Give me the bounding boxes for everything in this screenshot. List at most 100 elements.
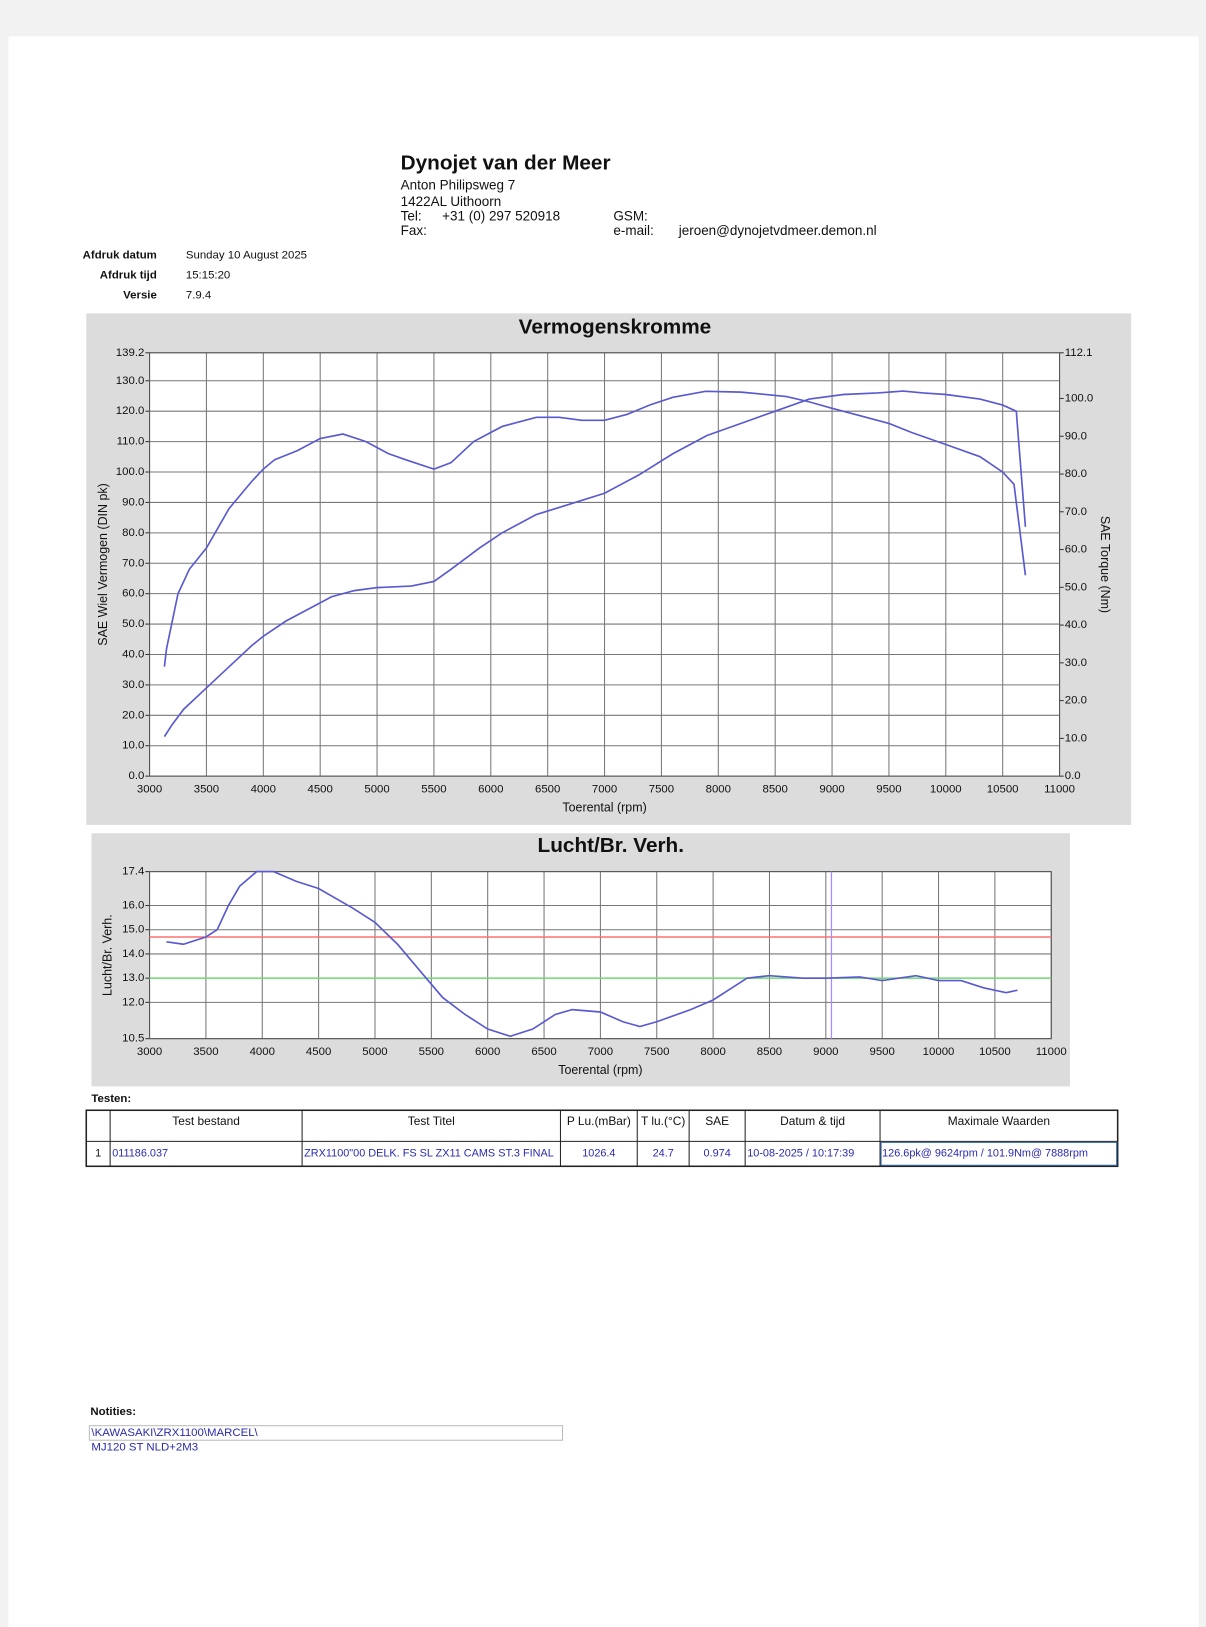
table-cell: 011186.037 bbox=[112, 1148, 168, 1160]
x-tick-label: 5500 bbox=[421, 784, 446, 796]
x-tick-label: 9000 bbox=[813, 1046, 838, 1058]
y-tick-label: 90.0 bbox=[122, 496, 144, 508]
table-cell: 1 bbox=[95, 1148, 101, 1160]
table-header: Test Titel bbox=[408, 1114, 455, 1128]
series-line bbox=[166, 870, 1018, 1038]
y2-tick-label: 60.0 bbox=[1065, 544, 1087, 556]
x-tick-label: 10000 bbox=[923, 1046, 955, 1058]
y2-tick-label: 40.0 bbox=[1065, 619, 1087, 631]
y2-tick-label: 112.1 bbox=[1065, 347, 1093, 359]
table-header: T lu.(°C) bbox=[641, 1114, 685, 1128]
sheet bbox=[8, 36, 1199, 1627]
x-tick-label: 9500 bbox=[869, 1046, 894, 1058]
table-cell: ZRX1100"00 DELK. FS SL ZX11 CAMS ST.3 FI… bbox=[304, 1148, 554, 1160]
series-line bbox=[163, 390, 1027, 738]
x-tick-label: 6500 bbox=[535, 784, 560, 796]
series-line bbox=[163, 390, 1027, 667]
table-header: P Lu.(mBar) bbox=[567, 1114, 631, 1128]
x-tick-label: 7000 bbox=[592, 784, 617, 796]
x-tick-label: 3000 bbox=[137, 1046, 162, 1058]
email-label: e-mail: bbox=[613, 223, 653, 238]
y2-tick-label: 30.0 bbox=[1065, 657, 1087, 669]
table-cell: 0.974 bbox=[704, 1148, 731, 1160]
x-tick-label: 3000 bbox=[137, 784, 162, 796]
x-tick-label: 8500 bbox=[757, 1046, 782, 1058]
x-tick-label: 11000 bbox=[1036, 1046, 1067, 1058]
info-label: Afdruk datum bbox=[83, 249, 157, 261]
x-axis-label: Toerental (rpm) bbox=[562, 801, 646, 815]
fax-label: Fax: bbox=[401, 223, 427, 238]
address: 1422AL Uithoorn bbox=[401, 194, 502, 209]
y2-tick-label: 80.0 bbox=[1065, 468, 1087, 480]
y2-axis-label: SAE Torque (Nm) bbox=[1098, 516, 1112, 613]
x-tick-label: 8000 bbox=[706, 784, 731, 796]
company: Dynojet van der Meer bbox=[401, 151, 611, 174]
y-tick-label: 100.0 bbox=[116, 466, 145, 478]
y-tick-label: 12.0 bbox=[122, 996, 144, 1008]
x-tick-label: 10500 bbox=[987, 784, 1019, 796]
x-tick-label: 4000 bbox=[251, 784, 276, 796]
y2-tick-label: 20.0 bbox=[1065, 695, 1087, 707]
y-axis-label: Lucht/Br. Verh. bbox=[100, 914, 114, 996]
x-tick-label: 9500 bbox=[876, 784, 901, 796]
info-value: 15:15:20 bbox=[186, 270, 230, 282]
y-tick-label: 10.0 bbox=[122, 740, 144, 752]
x-tick-label: 3500 bbox=[193, 1046, 218, 1058]
x-tick-label: 6500 bbox=[531, 1046, 556, 1058]
table-frame bbox=[85, 1109, 1119, 1168]
x-tick-label: 6000 bbox=[475, 1046, 500, 1058]
plot-frame bbox=[149, 871, 1052, 1040]
tel-label: Tel: bbox=[401, 208, 422, 223]
table-row-highlight bbox=[880, 1141, 1118, 1166]
y-tick-label: 70.0 bbox=[122, 557, 144, 569]
x-tick-label: 11000 bbox=[1044, 784, 1075, 796]
tel: +31 (0) 297 520918 bbox=[442, 208, 560, 223]
chart-title: Lucht/Br. Verh. bbox=[538, 834, 684, 857]
info-label: Afdruk tijd bbox=[100, 270, 157, 282]
email: jeroen@dynojetvdmeer.demon.nl bbox=[678, 223, 877, 238]
y-tick-label: 139.2 bbox=[116, 347, 145, 359]
y-tick-label: 17.4 bbox=[122, 866, 145, 878]
y-tick-label: 0.0 bbox=[129, 770, 145, 782]
table-cell: 24.7 bbox=[653, 1148, 674, 1160]
table-header: Maximale Waarden bbox=[948, 1114, 1050, 1128]
x-tick-label: 7000 bbox=[588, 1046, 613, 1058]
y-tick-label: 15.0 bbox=[122, 924, 144, 936]
x-tick-label: 5000 bbox=[362, 1046, 387, 1058]
y2-tick-label: 0.0 bbox=[1065, 770, 1081, 782]
table-header: SAE bbox=[705, 1114, 729, 1128]
x-tick-label: 4500 bbox=[306, 1046, 331, 1058]
address: Anton Philipsweg 7 bbox=[401, 177, 516, 192]
gsm-label: GSM: bbox=[613, 208, 647, 223]
y-tick-label: 80.0 bbox=[122, 527, 144, 539]
y2-tick-label: 10.0 bbox=[1065, 732, 1087, 744]
y2-tick-label: 90.0 bbox=[1065, 430, 1087, 442]
y-tick-label: 14.0 bbox=[122, 948, 144, 960]
y-tick-label: 130.0 bbox=[116, 375, 145, 387]
info-value: Sunday 10 August 2025 bbox=[186, 249, 307, 261]
tests-label: Testen: bbox=[91, 1093, 131, 1105]
y-tick-label: 60.0 bbox=[122, 588, 144, 600]
x-tick-label: 9000 bbox=[819, 784, 844, 796]
x-tick-label: 8500 bbox=[762, 784, 787, 796]
y2-tick-label: 50.0 bbox=[1065, 581, 1087, 593]
note-line: \KAWASAKI\ZRX1100\MARCEL\ bbox=[91, 1427, 258, 1439]
y-tick-label: 20.0 bbox=[122, 709, 144, 721]
info-value: 7.9.4 bbox=[186, 290, 212, 302]
y-tick-label: 30.0 bbox=[122, 679, 144, 691]
x-tick-label: 8000 bbox=[700, 1046, 725, 1058]
table-cell: 1026.4 bbox=[582, 1148, 615, 1160]
y-tick-label: 50.0 bbox=[122, 618, 144, 630]
x-tick-label: 4500 bbox=[307, 784, 332, 796]
y-tick-label: 110.0 bbox=[117, 436, 145, 448]
chart-title: Vermogenskromme bbox=[519, 315, 712, 338]
x-tick-label: 6000 bbox=[478, 784, 503, 796]
plot-frame bbox=[149, 352, 1061, 777]
x-tick-label: 5000 bbox=[364, 784, 389, 796]
y-tick-label: 16.0 bbox=[122, 900, 144, 912]
x-tick-label: 10500 bbox=[979, 1046, 1011, 1058]
x-tick-label: 7500 bbox=[649, 784, 674, 796]
y-tick-label: 120.0 bbox=[116, 405, 145, 417]
